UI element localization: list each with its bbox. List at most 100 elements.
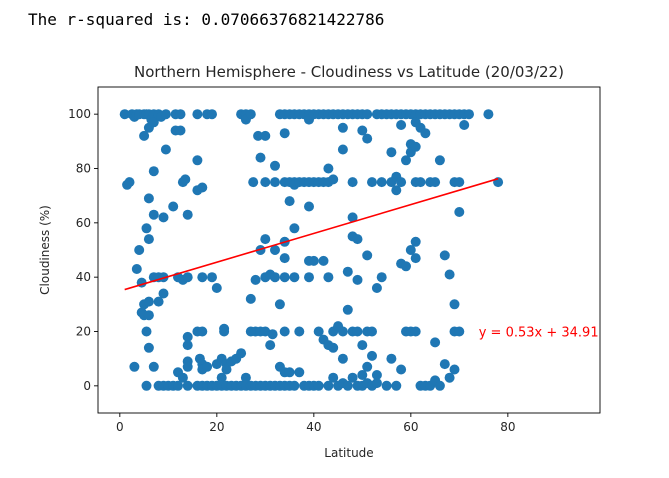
scatter-point: [371, 370, 382, 380]
scatter-point: [434, 380, 445, 391]
scatter-point: [294, 326, 305, 337]
scatter-point: [352, 326, 363, 337]
scatter-point: [371, 378, 382, 389]
scatter-point: [148, 361, 159, 372]
scatter-point: [313, 326, 324, 337]
scatter-point: [143, 234, 154, 245]
scatter-point: [313, 380, 324, 391]
scatter-point: [279, 253, 290, 264]
plot-frame: [97, 86, 601, 414]
regression-line: [124, 177, 499, 291]
scatter-point: [454, 207, 465, 217]
scatter-point: [236, 348, 247, 359]
scatter-point: [158, 212, 169, 223]
scatter-point: [260, 177, 271, 188]
scatter-point: [129, 361, 140, 372]
plot-area: [97, 86, 601, 414]
regression-layer: y = 0.53x + 34.91: [124, 177, 599, 341]
scatter-point: [454, 326, 465, 337]
scatter-point: [459, 120, 470, 130]
scatter-point: [352, 234, 363, 245]
scatter-point: [279, 272, 290, 283]
scatter-point: [197, 182, 208, 193]
scatter-point: [367, 177, 377, 188]
y-tick-label: 80: [76, 162, 91, 176]
scatter-point: [444, 372, 455, 383]
scatter-point: [192, 109, 203, 120]
scatter-point: [323, 272, 334, 283]
scatter-point: [483, 109, 494, 120]
scatter-point: [143, 296, 154, 307]
scatter-point: [405, 245, 416, 255]
scatter-point: [289, 380, 300, 391]
scatter-point: [221, 364, 232, 375]
scatter-point: [420, 128, 431, 139]
scatter-point: [439, 250, 450, 261]
scatter-point: [143, 342, 154, 353]
scatter-point: [396, 364, 407, 375]
scatter-point: [342, 380, 353, 391]
scatter-point: [182, 361, 193, 372]
scatter-point: [381, 380, 392, 391]
scatter-point: [434, 155, 445, 166]
scatter-point: [454, 177, 465, 188]
scatter-point: [207, 272, 217, 283]
scatter-point: [141, 326, 152, 337]
scatter-point: [211, 283, 222, 293]
scatter-point: [401, 261, 411, 272]
scatter-point: [207, 109, 217, 120]
scatter-point: [216, 372, 227, 383]
scatter-point: [260, 234, 271, 245]
output-text: The r-squared is: 0.07066376821422786: [28, 10, 384, 29]
scatter-point: [240, 372, 251, 383]
scatter-point: [180, 174, 191, 185]
scatter-point: [323, 380, 334, 391]
scatter-point: [444, 269, 455, 280]
scatter-point: [386, 147, 397, 158]
scatter-point: [347, 212, 358, 223]
scatter-point: [410, 236, 421, 247]
scatter-point: [439, 359, 450, 370]
scatter-point: [289, 223, 300, 234]
scatter-point: [410, 141, 421, 152]
scatter-point: [177, 372, 188, 383]
y-tick-label: 0: [83, 379, 91, 393]
scatter-point: [279, 326, 290, 337]
scatter-point: [173, 380, 183, 391]
scatter-point: [328, 342, 339, 353]
scatter-point: [376, 177, 387, 188]
scatter-point: [284, 196, 295, 207]
scatter-point: [347, 177, 358, 188]
scatter-point: [270, 160, 280, 171]
scatter-point: [318, 255, 329, 266]
scatter-point: [352, 274, 363, 285]
scatter-point: [362, 133, 373, 144]
scatter-point: [143, 193, 154, 204]
scatter-point: [124, 177, 135, 188]
scatter-point: [337, 326, 348, 337]
scatter-point: [182, 340, 193, 351]
scatter-point: [391, 185, 402, 196]
y-tick-label: 60: [76, 216, 91, 230]
scatter-point: [175, 109, 186, 120]
scatter-point: [197, 326, 208, 337]
scatter-point: [337, 353, 348, 364]
scatter-point: [270, 245, 280, 255]
scatter-point: [192, 155, 203, 166]
scatter-point: [430, 337, 441, 348]
x-tick-label: 40: [306, 420, 321, 434]
scatter-point: [362, 109, 373, 120]
scatter-point: [160, 109, 171, 120]
scatter-point: [304, 201, 314, 212]
scatter-point: [134, 245, 145, 255]
scatter-point: [158, 288, 169, 299]
scatter-point: [357, 125, 368, 136]
scatter-point: [449, 364, 460, 375]
x-tick-label: 60: [403, 420, 418, 434]
ticks-layer: 0 20 40 60 80 0 20 40 60 80 100: [68, 107, 515, 434]
scatter-point: [197, 272, 208, 283]
scatter-point: [148, 117, 159, 128]
scatter-point: [362, 250, 373, 261]
scatter-point: [265, 340, 276, 351]
